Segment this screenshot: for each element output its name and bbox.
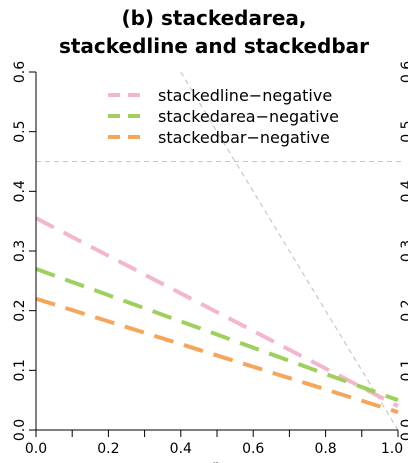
series-line-1 (35, 216, 399, 408)
y-axis-ticks: 0.0 0.1 0.2 0.3 0.4 0.5 0.6 (12, 61, 36, 441)
x-tick-label: 0.2 (97, 441, 119, 457)
right-axis-ticks: 0.0 0.1 0.2 0.3 0.4 0.5 0.6 (399, 61, 408, 441)
right-tick-label: 0.2 (399, 300, 408, 322)
x-tick-label: 1.0 (381, 441, 403, 457)
legend: stackedline−negative stackedarea−negative… (108, 86, 339, 147)
right-tick-label: 0.4 (399, 180, 408, 202)
right-tick-label: 0.0 (399, 419, 408, 441)
reference-lines (36, 71, 404, 431)
right-tick-label: 0.6 (399, 61, 408, 83)
right-tick-label: 0.3 (399, 240, 408, 262)
y-tick-label: 0.0 (12, 419, 28, 441)
x-tick-label: 0.8 (314, 441, 336, 457)
series-line-2 (35, 267, 399, 403)
series-lines (35, 216, 399, 415)
reference-line-diagonal (180, 71, 399, 431)
chart-title-line-2: stackedline and stackedbar (59, 34, 369, 58)
x-tick-label: 0.4 (170, 441, 192, 457)
x-axis-ticks: 0.0 0.2 0.4 0.6 0.8 1.0 (25, 430, 403, 457)
legend-label-2: stackedarea−negative (158, 107, 339, 126)
series-line-3 (35, 296, 399, 415)
x-axis-label: r (212, 459, 218, 463)
x-tick-label: 0.0 (25, 441, 47, 457)
y-tick-label: 0.5 (12, 121, 28, 143)
right-tick-label: 0.5 (399, 121, 408, 143)
legend-label-3: stackedbar−negative (158, 128, 330, 147)
y-tick-label: 0.6 (12, 61, 28, 83)
y-tick-label: 0.4 (12, 180, 28, 202)
y-tick-label: 0.1 (12, 359, 28, 381)
legend-label-1: stackedline−negative (158, 86, 332, 105)
chart-title-line-1: (b) stackedarea, (121, 6, 306, 30)
y-tick-label: 0.3 (12, 240, 28, 262)
right-tick-label: 0.1 (399, 359, 408, 381)
y-tick-label: 0.2 (12, 300, 28, 322)
x-tick-label: 0.6 (242, 441, 264, 457)
